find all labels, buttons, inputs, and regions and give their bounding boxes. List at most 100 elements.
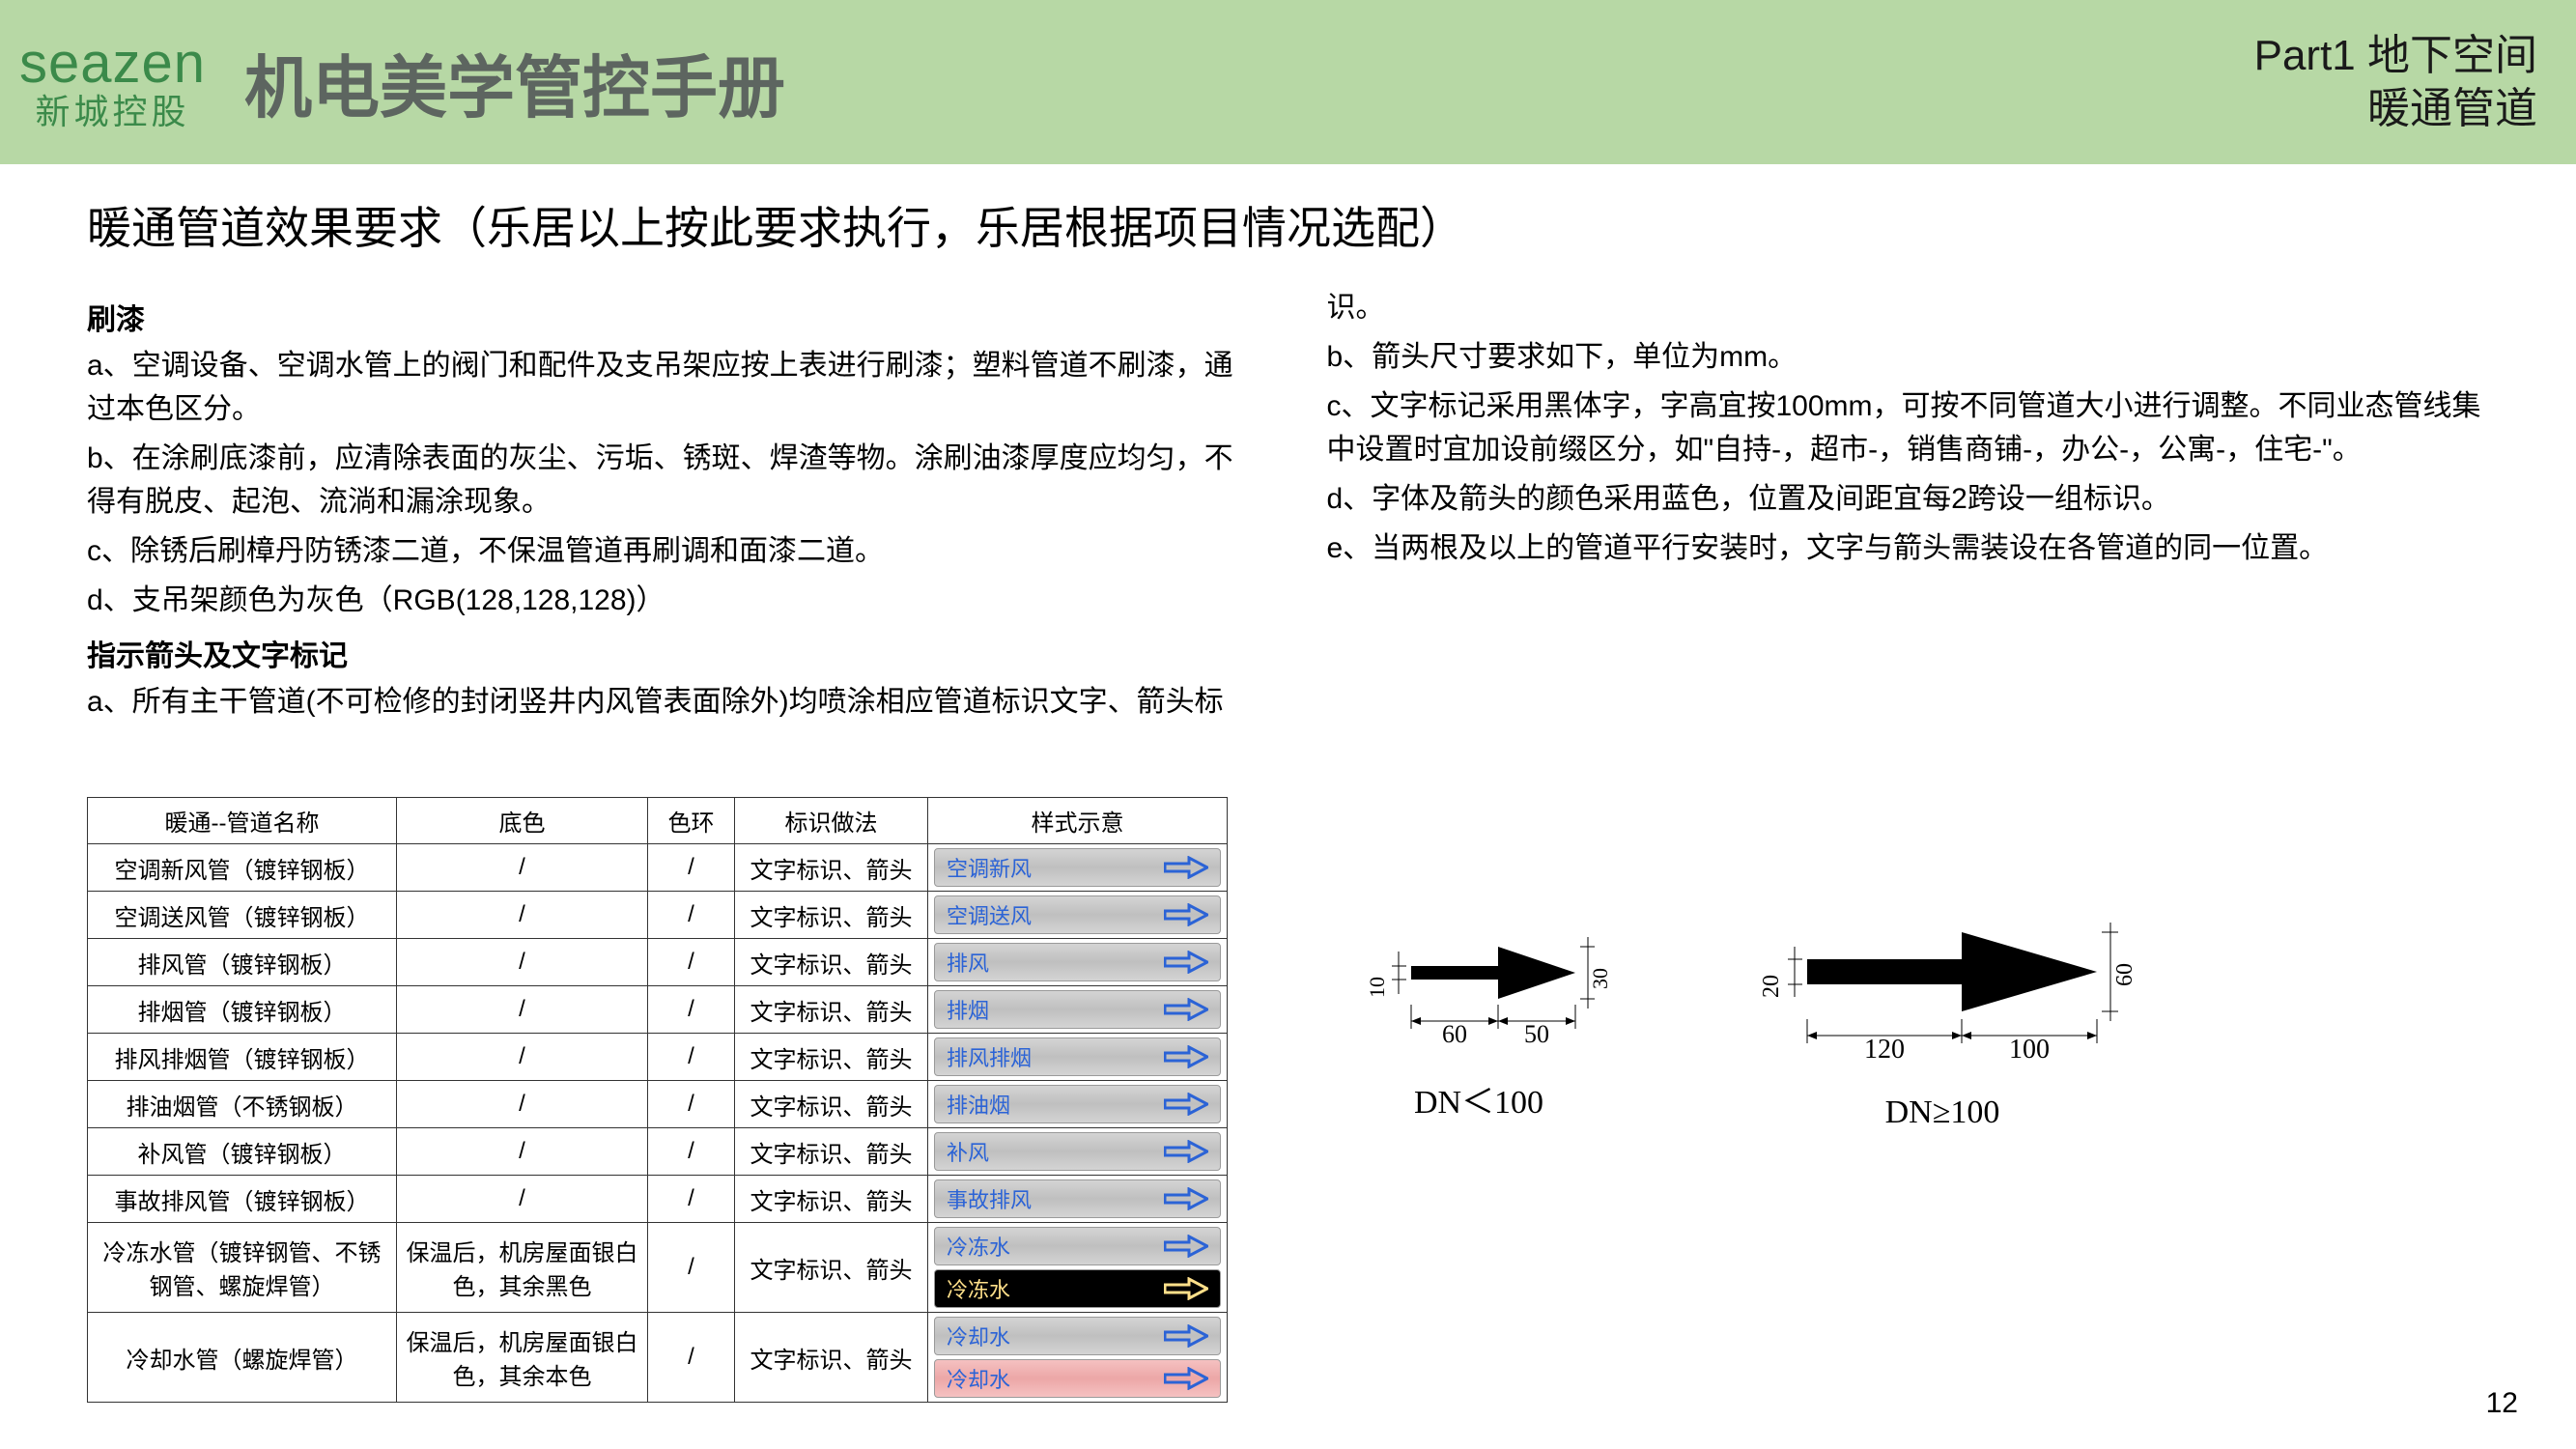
table-row: 空调新风管（镀锌钢板）//文字标识、箭头空调新风: [88, 844, 1228, 892]
doc-title: 机电美学管控手册: [244, 34, 785, 131]
caption-small: DN＜100: [1414, 1075, 1543, 1122]
th-mark: 标识做法: [735, 798, 928, 844]
cell-mark: 文字标识、箭头: [735, 939, 928, 986]
table-row: 排烟管（镀锌钢板）//文字标识、箭头排烟: [88, 986, 1228, 1034]
chip-label: 空调新风: [947, 852, 1032, 883]
cell-name: 空调送风管（镀锌钢板）: [88, 892, 397, 939]
cell-base: /: [397, 986, 648, 1034]
cell-mark: 文字标识、箭头: [735, 1128, 928, 1176]
table-row: 空调送风管（镀锌钢板）//文字标识、箭头空调送风: [88, 892, 1228, 939]
dim-h-small: 10: [1365, 977, 1389, 998]
logo-block: seazen 新城控股 机电美学管控手册: [19, 34, 785, 131]
arrow-diagrams: 60 50 10 30 DN＜100: [1334, 797, 2145, 1131]
cell-style: 排风排烟: [928, 1034, 1228, 1081]
pipe-table: 暖通--管道名称 底色 色环 标识做法 样式示意 空调新风管（镀锌钢板）//文字…: [87, 797, 1228, 1403]
header-bar: seazen 新城控股 机电美学管控手册 Part1 地下空间 暖通管道: [0, 0, 2576, 164]
lower-area: 暖通--管道名称 底色 色环 标识做法 样式示意 空调新风管（镀锌钢板）//文字…: [0, 797, 2576, 1403]
dim-head-large: 100: [2009, 1035, 2050, 1065]
dim-body-large: 120: [1864, 1035, 1905, 1065]
cell-style: 冷却水冷却水: [928, 1313, 1228, 1403]
cell-name: 冷冻水管（镀锌钢管、不锈钢管、螺旋焊管）: [88, 1223, 397, 1313]
cell-ring: /: [648, 844, 735, 892]
arrow-icon: [1164, 1140, 1208, 1163]
col-left: 刷漆 a、空调设备、空调水管上的阀门和配件及支吊架应按上表进行刷漆；塑料管道不刷…: [87, 286, 1260, 729]
table-header-row: 暖通--管道名称 底色 色环 标识做法 样式示意: [88, 798, 1228, 844]
cell-ring: /: [648, 1223, 735, 1313]
para-right-d: d、字体及箭头的颜色采用蓝色，位置及间距宜每2跨设一组标识。: [1327, 477, 2500, 521]
style-chip: 补风: [934, 1132, 1221, 1171]
style-chip: 冷却水: [934, 1359, 1221, 1398]
table-row: 冷冻水管（镀锌钢管、不锈钢管、螺旋焊管）保温后，机房屋面银白色，其余黑色/文字标…: [88, 1223, 1228, 1313]
para-left-b: b、在涂刷底漆前，应清除表面的灰尘、污垢、锈斑、焊渣等物。涂刷油漆厚度应均匀，不…: [87, 437, 1260, 524]
cell-name: 排风管（镀锌钢板）: [88, 939, 397, 986]
text-columns: 刷漆 a、空调设备、空调水管上的阀门和配件及支吊架应按上表进行刷漆；塑料管道不刷…: [87, 286, 2499, 729]
cell-mark: 文字标识、箭头: [735, 1034, 928, 1081]
table-row: 排风排烟管（镀锌钢板）//文字标识、箭头排风排烟: [88, 1034, 1228, 1081]
cell-style: 冷冻水冷冻水: [928, 1223, 1228, 1313]
chip-label: 排风排烟: [947, 1041, 1032, 1072]
para-right-0: 识。: [1327, 286, 2500, 329]
caption-large: DN≥100: [1885, 1094, 2000, 1131]
dim-ah-small: 30: [1588, 968, 1612, 989]
cell-style: 空调新风: [928, 844, 1228, 892]
content-area: 暖通管道效果要求（乐居以上按此要求执行，乐居根据项目情况选配） 刷漆 a、空调设…: [0, 164, 2576, 729]
cell-mark: 文字标识、箭头: [735, 1313, 928, 1403]
cell-name: 排油烟管（不锈钢板）: [88, 1081, 397, 1128]
table-row: 排风管（镀锌钢板）//文字标识、箭头排风: [88, 939, 1228, 986]
table-row: 补风管（镀锌钢板）//文字标识、箭头补风: [88, 1128, 1228, 1176]
cell-ring: /: [648, 939, 735, 986]
cell-mark: 文字标识、箭头: [735, 1176, 928, 1223]
cell-name: 冷却水管（螺旋焊管）: [88, 1313, 397, 1403]
arrow-icon: [1164, 1235, 1208, 1258]
dim-ah-large: 60: [2112, 963, 2137, 986]
cell-base: /: [397, 892, 648, 939]
chip-label: 补风: [947, 1136, 989, 1167]
table-body: 空调新风管（镀锌钢板）//文字标识、箭头空调新风空调送风管（镀锌钢板）//文字标…: [88, 844, 1228, 1403]
cell-style: 排油烟: [928, 1081, 1228, 1128]
cell-mark: 文字标识、箭头: [735, 892, 928, 939]
cell-ring: /: [648, 892, 735, 939]
th-style: 样式示意: [928, 798, 1228, 844]
cell-mark: 文字标识、箭头: [735, 1081, 928, 1128]
cell-ring: /: [648, 1034, 735, 1081]
chip-label: 冷冻水: [947, 1273, 1010, 1304]
table-row: 排油烟管（不锈钢板）//文字标识、箭头排油烟: [88, 1081, 1228, 1128]
cell-ring: /: [648, 1128, 735, 1176]
cell-base: /: [397, 939, 648, 986]
header-part-line2: 暖通管道: [2254, 82, 2537, 135]
chip-label: 排风: [947, 947, 989, 978]
cell-ring: /: [648, 1313, 735, 1403]
subheading-paint: 刷漆: [87, 296, 1260, 338]
chip-label: 冷冻水: [947, 1231, 1010, 1262]
arrow-icon: [1164, 1367, 1208, 1390]
chip-label: 事故排风: [947, 1183, 1032, 1214]
para-right-b: b、箭头尺寸要求如下，单位为mm。: [1327, 335, 2500, 379]
cell-base: /: [397, 1034, 648, 1081]
para-left-a: a、空调设备、空调水管上的阀门和配件及支吊架应按上表进行刷漆；塑料管道不刷漆，通…: [87, 344, 1260, 431]
cell-name: 事故排风管（镀锌钢板）: [88, 1176, 397, 1223]
arrow-icon: [1164, 856, 1208, 879]
arrow-icon: [1164, 903, 1208, 926]
table-head: 暖通--管道名称 底色 色环 标识做法 样式示意: [88, 798, 1228, 844]
header-right: Part1 地下空间 暖通管道: [2254, 29, 2537, 135]
cell-style: 排烟: [928, 986, 1228, 1034]
th-name: 暖通--管道名称: [88, 798, 397, 844]
arrow-svg-small: 60 50 10 30: [1334, 913, 1624, 1058]
style-chip: 空调新风: [934, 848, 1221, 887]
cell-name: 排烟管（镀锌钢板）: [88, 986, 397, 1034]
style-chip: 事故排风: [934, 1179, 1221, 1218]
arrow-icon: [1164, 1324, 1208, 1348]
arrow-icon: [1164, 1277, 1208, 1300]
th-base: 底色: [397, 798, 648, 844]
para-right-c: c、文字标记采用黑体字，字高宜按100mm，可按不同管道大小进行调整。不同业态管…: [1327, 384, 2500, 471]
chip-label: 排烟: [947, 994, 989, 1025]
table-row: 冷却水管（螺旋焊管）保温后，机房屋面银白色，其余本色/文字标识、箭头冷却水冷却水: [88, 1313, 1228, 1403]
arrow-svg-large: 120 100 20 60: [1740, 913, 2145, 1077]
th-ring: 色环: [648, 798, 735, 844]
logo: seazen 新城控股: [19, 35, 206, 130]
header-part-line1: Part1 地下空间: [2254, 29, 2537, 82]
arrow-icon: [1164, 998, 1208, 1021]
dim-head-small: 50: [1524, 1020, 1549, 1048]
chip-label: 冷却水: [947, 1363, 1010, 1394]
arrow-icon: [1164, 951, 1208, 974]
